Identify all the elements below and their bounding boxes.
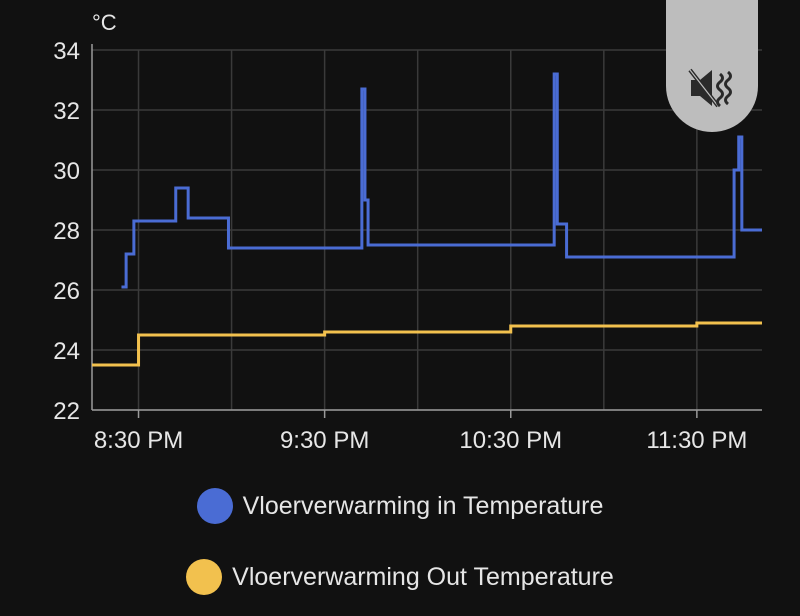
chart-series [92, 72, 762, 367]
y-tick-label: 34 [53, 38, 80, 65]
y-tick-label: 32 [53, 98, 80, 125]
series-line-out-temperature[interactable] [92, 321, 762, 367]
y-tick-label: 24 [53, 338, 80, 365]
x-axis-labels: 8:30 PM 9:30 PM 10:30 PM 11:30 PM [94, 427, 748, 454]
y-tick-label: 22 [53, 398, 80, 425]
volume-off-icon [688, 68, 732, 108]
y-tick-label: 28 [53, 218, 80, 245]
x-tick-label: 10:30 PM [459, 427, 562, 454]
y-tick-label: 30 [53, 158, 80, 185]
y-axis-unit: °C [92, 10, 117, 35]
x-tick-label: 9:30 PM [280, 427, 369, 454]
x-tick-label: 11:30 PM [646, 427, 747, 454]
series-line-in-temperature[interactable] [121, 72, 762, 289]
y-tick-label: 26 [53, 278, 80, 305]
legend-dot-in [196, 488, 233, 524]
chart-grid [92, 49, 762, 411]
legend-dot-out [186, 559, 223, 595]
x-tick-label: 8:30 PM [94, 427, 183, 454]
legend-item-out[interactable]: Vloerverwarming Out Temperature [0, 559, 800, 595]
legend-label-out: Vloerverwarming Out Temperature [232, 562, 614, 591]
legend-item-in[interactable]: Vloerverwarming in Temperature [0, 488, 800, 524]
chart-axes [91, 44, 762, 418]
temperature-chart: 22 24 26 28 30 32 34 8:30 PM 9:30 PM 10:30 PM 11:… [53, 10, 762, 454]
mute-button[interactable] [666, 0, 758, 132]
y-axis-labels: 22 24 26 28 30 32 34 [53, 38, 80, 425]
legend-label-in: Vloerverwarming in Temperature [242, 491, 604, 520]
